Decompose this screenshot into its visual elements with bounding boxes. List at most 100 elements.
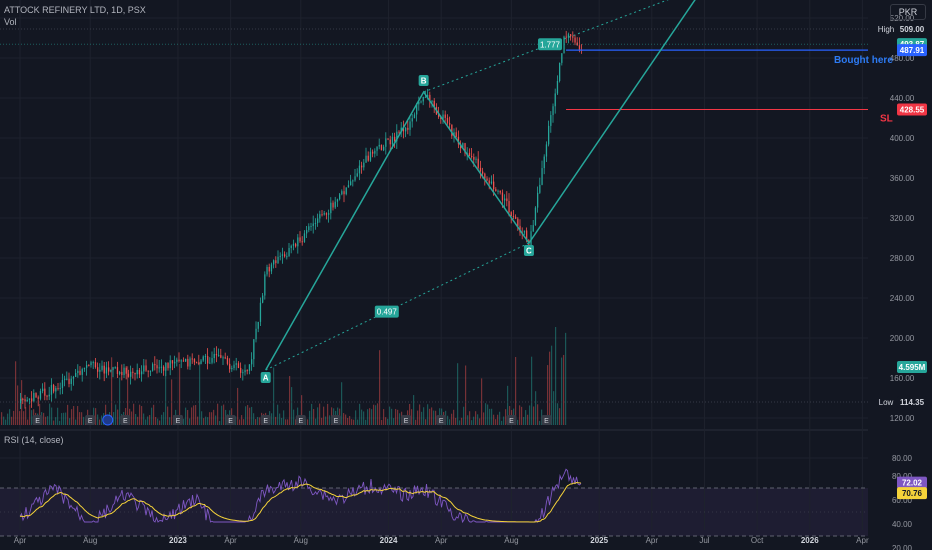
volume-bar bbox=[247, 404, 249, 425]
candle-body bbox=[257, 321, 259, 329]
candle-body bbox=[471, 156, 473, 158]
candle-body bbox=[303, 233, 306, 242]
candle-body bbox=[504, 198, 506, 201]
volume-bar bbox=[111, 357, 113, 425]
price-tick-label: 280.00 bbox=[890, 254, 915, 263]
volume-bar bbox=[359, 403, 361, 425]
candle-body bbox=[132, 371, 134, 373]
volume-bar bbox=[131, 411, 133, 425]
volume-bar bbox=[255, 419, 257, 425]
volume-bar bbox=[3, 416, 5, 425]
volume-bar bbox=[243, 419, 245, 425]
earnings-marker-label: E bbox=[88, 418, 93, 425]
candle-body bbox=[59, 387, 61, 389]
ratio-label: 1.777 bbox=[540, 40, 561, 49]
volume-bar bbox=[11, 416, 13, 425]
candle-body bbox=[28, 398, 31, 400]
candle-body bbox=[545, 144, 548, 157]
candle-body bbox=[119, 371, 121, 374]
volume-bar bbox=[379, 350, 381, 425]
volume-bar bbox=[293, 409, 295, 425]
volume-bar bbox=[425, 419, 427, 425]
volume-bar bbox=[29, 405, 31, 425]
earnings-marker bbox=[32, 415, 43, 425]
low-price-label-bg bbox=[897, 396, 927, 408]
candle-body bbox=[570, 34, 572, 37]
volume-bar bbox=[195, 405, 197, 425]
volume-bar bbox=[387, 418, 389, 425]
candle-body bbox=[156, 365, 158, 369]
candle-body bbox=[350, 181, 352, 186]
volume-bar bbox=[515, 356, 517, 425]
candle-body bbox=[572, 36, 574, 38]
candle-body bbox=[402, 127, 405, 132]
candle-body bbox=[578, 45, 581, 50]
candle-body bbox=[64, 378, 66, 380]
currency-button[interactable]: PKR bbox=[890, 4, 926, 20]
volume-bar bbox=[327, 403, 329, 425]
volume-bar bbox=[451, 413, 453, 425]
bought-price-label: 487.91 bbox=[900, 46, 925, 55]
candle-body bbox=[229, 363, 231, 370]
candle-body bbox=[136, 369, 138, 375]
candle-body bbox=[174, 361, 176, 364]
volume-bar bbox=[385, 417, 387, 425]
candle-body bbox=[66, 378, 68, 380]
volume-bar bbox=[485, 403, 487, 425]
time-tick-label: Oct bbox=[751, 536, 764, 545]
candle-body bbox=[517, 218, 519, 226]
candle-body bbox=[493, 181, 495, 190]
volume-bar bbox=[431, 407, 433, 425]
candle-body bbox=[396, 131, 398, 142]
volume-bar bbox=[395, 408, 397, 425]
volume-bar bbox=[17, 385, 19, 425]
candle-body bbox=[501, 192, 504, 201]
candle-body bbox=[185, 358, 187, 362]
price-tick-label: 80.00 bbox=[892, 454, 913, 463]
earnings-marker-label: E bbox=[263, 418, 268, 425]
volume-label: Vol bbox=[4, 17, 17, 27]
candle-body bbox=[341, 191, 343, 195]
earnings-marker bbox=[541, 415, 552, 425]
candle-body bbox=[279, 255, 281, 257]
candle-body bbox=[336, 199, 339, 202]
candle-body bbox=[332, 202, 334, 208]
candle-body bbox=[484, 173, 486, 179]
volume-bar bbox=[315, 418, 317, 425]
candle-body bbox=[398, 131, 400, 133]
candle-body bbox=[464, 143, 466, 154]
candle-body bbox=[211, 358, 213, 363]
volume-bar bbox=[59, 420, 61, 425]
candle-body bbox=[53, 385, 55, 392]
volume-bar bbox=[361, 409, 363, 425]
volume-bar bbox=[493, 414, 495, 425]
dividend-marker bbox=[102, 414, 114, 426]
candle-body bbox=[268, 266, 270, 272]
volume-bar bbox=[465, 365, 467, 425]
pattern-point-b-label: B bbox=[421, 77, 427, 86]
earnings-marker-label: E bbox=[509, 418, 514, 425]
volume-bar bbox=[275, 416, 277, 425]
candle-body bbox=[44, 388, 46, 396]
candle-body bbox=[22, 398, 24, 400]
volume-bar bbox=[447, 415, 449, 425]
candle-body bbox=[473, 156, 475, 160]
volume-bar bbox=[189, 418, 191, 425]
volume-bar bbox=[83, 416, 85, 425]
volume-bar bbox=[323, 406, 325, 425]
volume-bar bbox=[81, 412, 83, 425]
volume-bar bbox=[253, 413, 255, 425]
candle-body bbox=[343, 191, 345, 195]
candle-body bbox=[363, 162, 365, 168]
volume-bar bbox=[427, 404, 429, 425]
candle-body bbox=[576, 42, 578, 46]
candle-body bbox=[490, 181, 493, 184]
volume-bar bbox=[27, 419, 29, 425]
volume-bar bbox=[179, 363, 181, 425]
candle-body bbox=[429, 94, 431, 102]
candle-body bbox=[143, 365, 145, 372]
candle-body bbox=[92, 362, 94, 364]
candle-body bbox=[312, 223, 314, 227]
candle-body bbox=[295, 243, 297, 247]
